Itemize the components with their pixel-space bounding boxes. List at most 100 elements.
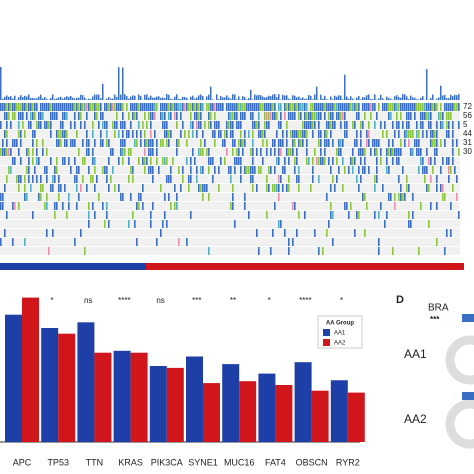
mutation-cell (366, 202, 368, 210)
tmb-bar (168, 94, 170, 100)
mutation-cell (26, 112, 28, 120)
mutation-cell (300, 112, 302, 120)
mutation-cell (224, 139, 226, 147)
mutation-cell (292, 130, 294, 138)
tmb-bar (58, 97, 60, 100)
mutation-cell (314, 103, 316, 111)
mutation-cell (278, 139, 280, 147)
mutation-cell (120, 139, 122, 147)
significance: ns (84, 296, 92, 305)
tmb-bar (402, 94, 404, 100)
mutation-cell (202, 166, 204, 174)
tmb-bar (216, 94, 218, 100)
mutation-cell (302, 121, 304, 129)
mutation-cell (208, 157, 210, 165)
tmb-bar (132, 95, 134, 100)
mutation-cell (422, 157, 424, 165)
mutation-cell (408, 130, 410, 138)
mutation-cell (310, 112, 312, 120)
mutation-cell (44, 121, 46, 129)
mutation-cell (330, 103, 332, 111)
mutation-cell (46, 193, 48, 201)
mutation-cell (318, 247, 320, 255)
mutation-cell (344, 103, 346, 111)
mutation-cell (104, 121, 106, 129)
mutation-cell (292, 202, 294, 210)
row-percent: 30 (463, 147, 472, 156)
mutation-cell (92, 175, 94, 183)
mutation-cell (414, 103, 416, 111)
mutation-cell (416, 103, 418, 111)
mutation-cell (202, 130, 204, 138)
mutation-cell (364, 103, 366, 111)
tmb-bar (226, 95, 228, 100)
mutation-cell (64, 112, 66, 120)
mutation-cell (200, 121, 202, 129)
mutation-cell (230, 103, 232, 111)
mutation-cell (322, 157, 324, 165)
mutation-cell (240, 166, 242, 174)
mutation-cell (38, 193, 40, 201)
significance: ** (230, 296, 236, 305)
mutation-cell (354, 229, 356, 237)
group-bar (146, 263, 464, 270)
mutation-cell (88, 103, 90, 111)
mutation-cell (298, 166, 300, 174)
tmb-bar (66, 96, 68, 100)
mutation-cell (252, 130, 254, 138)
mutation-cell (108, 220, 110, 228)
mutation-cell (150, 112, 152, 120)
mutation-cell (334, 103, 336, 111)
mutation-cell (166, 157, 168, 165)
mutation-cell (202, 184, 204, 192)
mutation-cell (70, 121, 72, 129)
mutation-cell (232, 148, 234, 156)
mutation-cell (220, 157, 222, 165)
mutation-cell (56, 112, 58, 120)
mutation-cell (164, 193, 166, 201)
mutation-cell (48, 247, 50, 255)
mutation-cell (52, 103, 54, 111)
mutation-cell (58, 130, 60, 138)
mutation-cell (154, 103, 156, 111)
mutation-cell (296, 157, 298, 165)
mutation-cell (132, 211, 134, 219)
mutation-cell (26, 166, 28, 174)
mutation-cell (180, 130, 182, 138)
mutation-cell (148, 112, 150, 120)
mutation-cell (62, 103, 64, 111)
mutation-cell (38, 157, 40, 165)
mutation-cell (278, 220, 280, 228)
mutation-cell (72, 139, 74, 147)
mutation-cell (244, 130, 246, 138)
mutation-cell (46, 148, 48, 156)
mutation-cell (42, 112, 44, 120)
mutation-cell (400, 148, 402, 156)
row-bg (0, 211, 460, 219)
mutation-cell (286, 130, 288, 138)
mutation-cell (386, 148, 388, 156)
mutation-cell (436, 130, 438, 138)
mutation-cell (342, 157, 344, 165)
mutation-cell (214, 130, 216, 138)
mutation-cell (10, 121, 12, 129)
mutation-cell (88, 148, 90, 156)
mutation-cell (40, 175, 42, 183)
mutation-cell (226, 121, 228, 129)
mutation-cell (422, 130, 424, 138)
mutation-cell (6, 175, 8, 183)
mutation-cell (44, 202, 46, 210)
mutation-cell (284, 157, 286, 165)
mutation-cell (284, 229, 286, 237)
tmb-bar (416, 99, 418, 100)
mutation-cell (280, 112, 282, 120)
mutation-cell (256, 121, 258, 129)
tmb-bar (38, 96, 40, 100)
tmb-bar (358, 96, 360, 100)
mutation-cell (242, 103, 244, 111)
mutation-cell (60, 103, 62, 111)
mutation-cell (236, 148, 238, 156)
mutation-cell (6, 139, 8, 147)
mutation-cell (94, 211, 96, 219)
